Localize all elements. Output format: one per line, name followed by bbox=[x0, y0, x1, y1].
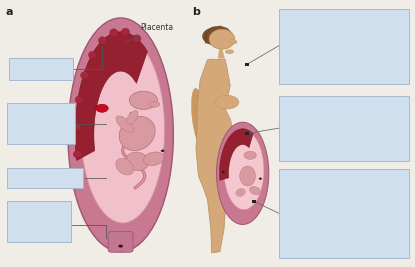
Ellipse shape bbox=[244, 151, 256, 159]
Ellipse shape bbox=[191, 88, 206, 147]
FancyBboxPatch shape bbox=[278, 9, 409, 84]
Ellipse shape bbox=[259, 178, 262, 180]
Ellipse shape bbox=[127, 111, 138, 124]
FancyBboxPatch shape bbox=[7, 168, 83, 188]
Ellipse shape bbox=[126, 152, 149, 171]
Text: Transplacental
transmission: Transplacental transmission bbox=[12, 60, 67, 74]
Text: Fetal impact: Fetal impact bbox=[282, 172, 342, 182]
Ellipse shape bbox=[110, 29, 118, 36]
Ellipse shape bbox=[119, 116, 155, 151]
Polygon shape bbox=[205, 26, 232, 43]
FancyBboxPatch shape bbox=[7, 201, 71, 242]
Ellipse shape bbox=[224, 131, 264, 210]
Ellipse shape bbox=[223, 137, 265, 175]
Ellipse shape bbox=[249, 186, 261, 195]
Ellipse shape bbox=[129, 91, 157, 109]
Ellipse shape bbox=[203, 27, 231, 45]
Ellipse shape bbox=[118, 245, 123, 248]
Text: b: b bbox=[192, 7, 200, 17]
Text: a: a bbox=[6, 7, 13, 17]
FancyBboxPatch shape bbox=[252, 200, 256, 203]
FancyBboxPatch shape bbox=[108, 231, 133, 252]
Ellipse shape bbox=[81, 36, 165, 223]
FancyBboxPatch shape bbox=[278, 169, 409, 258]
FancyBboxPatch shape bbox=[9, 58, 73, 80]
Text: • Decreased nutrient/
  oxygen transport
• Reservoir for reinfection
• Preterm l: • Decreased nutrient/ oxygen transport •… bbox=[282, 109, 376, 139]
FancyBboxPatch shape bbox=[278, 96, 409, 161]
Text: Placental impact: Placental impact bbox=[282, 100, 362, 108]
Polygon shape bbox=[218, 49, 225, 58]
Polygon shape bbox=[75, 32, 147, 160]
Ellipse shape bbox=[88, 51, 97, 59]
Text: • Ascending
  infection
• Sexual
  transmission: • Ascending infection • Sexual transmiss… bbox=[10, 204, 63, 234]
Ellipse shape bbox=[116, 158, 134, 175]
Ellipse shape bbox=[73, 123, 81, 130]
Ellipse shape bbox=[121, 28, 129, 36]
Ellipse shape bbox=[133, 35, 141, 42]
Text: • Increased inflammatory
  response
• Sepsis
• Respiratory distress
• Obstetric : • Increased inflammatory response • Seps… bbox=[282, 21, 375, 67]
Ellipse shape bbox=[217, 122, 269, 225]
Ellipse shape bbox=[149, 101, 160, 107]
Text: Placenta: Placenta bbox=[125, 23, 173, 42]
Ellipse shape bbox=[68, 18, 173, 252]
Ellipse shape bbox=[73, 151, 82, 158]
Ellipse shape bbox=[75, 96, 83, 103]
Ellipse shape bbox=[116, 116, 134, 132]
Text: Maternal impact: Maternal impact bbox=[282, 12, 360, 21]
Ellipse shape bbox=[96, 104, 108, 112]
Ellipse shape bbox=[98, 37, 107, 44]
Polygon shape bbox=[196, 59, 249, 253]
Ellipse shape bbox=[240, 166, 256, 186]
Polygon shape bbox=[220, 129, 253, 180]
Ellipse shape bbox=[215, 95, 239, 109]
Ellipse shape bbox=[225, 49, 234, 54]
Ellipse shape bbox=[222, 171, 225, 173]
Ellipse shape bbox=[209, 29, 235, 49]
FancyBboxPatch shape bbox=[7, 103, 75, 144]
Ellipse shape bbox=[229, 40, 237, 44]
Ellipse shape bbox=[144, 152, 164, 166]
Text: • Growth restriction
• Birth defects
    • Blindness/deafness
    • Microcephaly: • Growth restriction • Birth defects • B… bbox=[282, 182, 368, 244]
Text: • Placental
  disruption
• Fetal–maternal
  haemorrhage: • Placental disruption • Fetal–maternal … bbox=[10, 106, 73, 135]
FancyBboxPatch shape bbox=[245, 63, 249, 66]
Ellipse shape bbox=[81, 72, 89, 79]
FancyBboxPatch shape bbox=[245, 132, 249, 135]
Text: Transmission across
fetal membranes: Transmission across fetal membranes bbox=[10, 171, 85, 184]
Ellipse shape bbox=[161, 150, 164, 152]
Ellipse shape bbox=[236, 189, 245, 197]
